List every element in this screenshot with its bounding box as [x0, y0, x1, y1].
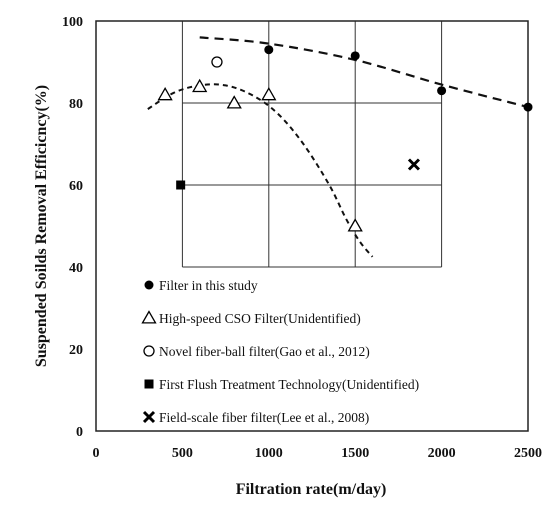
- x-tick-label: 0: [93, 446, 100, 461]
- x-tick-label: 2000: [428, 446, 456, 461]
- legend-marker-2: [141, 310, 157, 324]
- legend-marker-4: [144, 379, 154, 389]
- y-tick-label: 100: [62, 15, 83, 30]
- data-point-s1-1: [264, 45, 274, 55]
- x-tick-labels: 0 500 1000 1500 2000 2500: [93, 446, 543, 461]
- data-point-s2-5: [347, 218, 363, 232]
- legend-label-5: Field-scale fiber filter(Lee et al., 200…: [159, 410, 369, 425]
- y-tick-label: 80: [69, 97, 83, 112]
- data-point-s3-1: [211, 56, 223, 68]
- data-point-s1-2: [350, 51, 360, 61]
- x-tick-label: 1500: [341, 446, 369, 461]
- data-point-s1-3: [437, 86, 447, 96]
- grid-lines: [181, 21, 443, 268]
- legend: Filter in this study High-speed CSO Filte…: [141, 278, 419, 425]
- x-tick-label: 500: [172, 446, 193, 461]
- data-point-s2-4: [261, 86, 277, 101]
- legend-marker-3: [143, 345, 155, 357]
- x-tick-label: 2500: [514, 446, 542, 461]
- x-tick-label: 1000: [255, 446, 283, 461]
- legend-label-3: Novel fiber-ball filter(Gao et al., 2012…: [159, 344, 370, 359]
- x-axis-title: Filtration rate(m/day): [236, 481, 387, 498]
- data-point-s2-3: [226, 95, 242, 109]
- data-point-s5-1: [407, 158, 421, 171]
- legend-label-2: High-speed CSO Filter(Unidentified): [159, 311, 361, 326]
- y-tick-label: 40: [69, 261, 83, 276]
- y-axis-title: Suspended Soilds Removal Efficicncy(%): [33, 85, 50, 367]
- legend-marker-1: [144, 280, 154, 290]
- trend-line-1: [199, 36, 529, 109]
- data-point-s1-4: [523, 102, 533, 112]
- y-tick-label: 0: [76, 425, 83, 440]
- data-point-s4-1: [176, 180, 186, 190]
- data-points: [157, 45, 533, 232]
- y-tick-labels: 0 20 40 60 80 100: [62, 15, 83, 440]
- legend-label-4: First Flush Treatment Technology(Unident…: [159, 377, 419, 392]
- data-point-s2-1: [157, 86, 173, 101]
- plot-frame: [95, 20, 529, 432]
- y-tick-label: 60: [69, 179, 83, 194]
- legend-label-1: Filter in this study: [159, 278, 258, 293]
- data-point-s2-2: [192, 78, 208, 93]
- trend-lines: [147, 36, 529, 258]
- legend-marker-5: [142, 410, 156, 424]
- trend-line-2: [147, 83, 374, 258]
- y-tick-label: 20: [69, 343, 83, 358]
